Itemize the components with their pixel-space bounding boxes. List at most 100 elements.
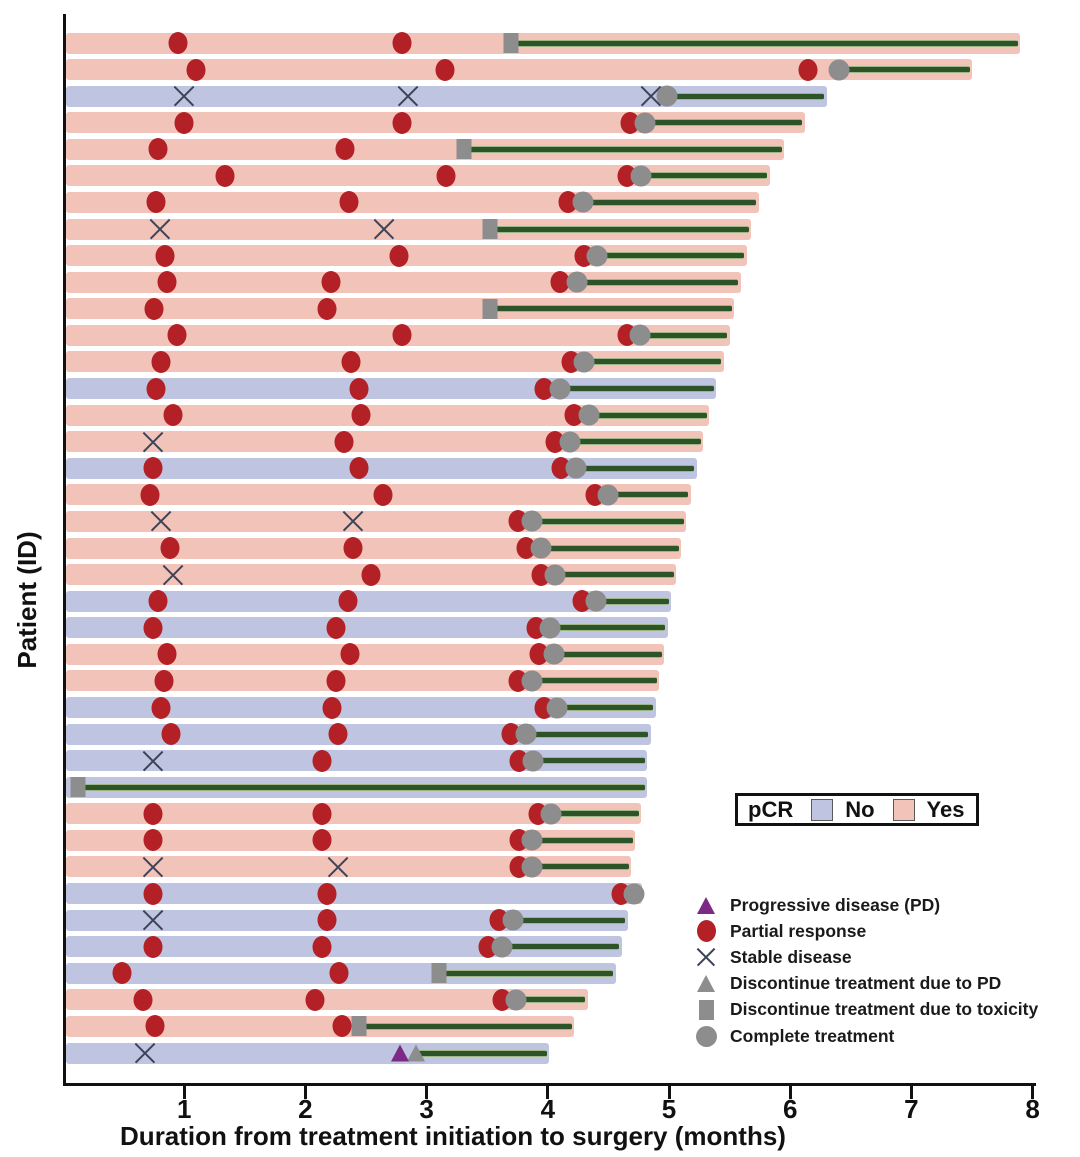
marker-comp-icon [572, 191, 594, 213]
marker-pr-icon [349, 377, 369, 400]
marker-comp-icon [505, 989, 527, 1011]
marker-pr-icon [157, 643, 177, 666]
patient-bar [66, 590, 672, 612]
patient-bar [66, 829, 636, 851]
treatment-line [608, 491, 689, 499]
marker-pr-icon [148, 138, 168, 161]
marker-sd-icon [133, 1041, 157, 1065]
marker-pr-icon [151, 350, 171, 373]
treatment-line [575, 464, 695, 472]
marker-dpd-icon [406, 1044, 425, 1062]
treatment-line [584, 358, 722, 366]
patient-bar [66, 617, 668, 639]
x-tick-label: 2 [298, 1094, 313, 1124]
x-tick-label: 4 [540, 1094, 556, 1124]
patient-bar [66, 909, 628, 931]
marker-pr-icon [351, 404, 371, 427]
square-gray-icon [692, 997, 720, 1023]
patient-bar [66, 1042, 549, 1064]
marker-pd-icon [390, 1044, 409, 1062]
marker-comp-icon [578, 404, 600, 426]
treatment-line [532, 517, 684, 525]
patient-bar [66, 404, 709, 426]
x-tick-label: 1 [176, 1094, 192, 1124]
pcr-no-label: No [845, 796, 875, 822]
marker-comp-icon [549, 378, 571, 400]
marker-legend-label: Complete treatment [730, 1025, 895, 1046]
marker-comp-icon [546, 697, 568, 718]
marker-comp-icon [656, 85, 678, 107]
treatment-line [489, 305, 732, 313]
treatment-line [641, 172, 768, 180]
marker-pr-icon [155, 244, 175, 267]
marker-comp-icon [828, 59, 850, 81]
marker-pr-icon [326, 616, 346, 639]
circle-red-icon [692, 918, 720, 944]
x-tick [909, 1086, 913, 1099]
marker-legend-item: Discontinue treatment due to toxicity [692, 997, 1038, 1023]
treatment-line [415, 1049, 547, 1057]
marker-legend-item: Discontinue treatment due to PD [692, 971, 1038, 997]
treatment-line [464, 145, 782, 153]
x-tick [546, 1086, 550, 1099]
marker-pr-icon [373, 483, 393, 506]
marker-comp-icon [630, 165, 652, 187]
marker-legend-label: Progressive disease (PD) [730, 894, 941, 915]
marker-pr-icon [338, 590, 358, 613]
marker-pr-icon [144, 297, 164, 320]
treatment-line [838, 66, 970, 74]
x-tick-label: 8 [1025, 1094, 1040, 1124]
marker-comp-icon [597, 484, 619, 506]
triangle-gray-icon [692, 971, 720, 997]
treatment-line [489, 225, 749, 233]
marker-pr-icon [322, 696, 342, 719]
marker-comp-icon [540, 803, 562, 825]
patient-bar [66, 112, 805, 134]
marker-pr-icon [145, 1015, 165, 1038]
marker-pr-icon [143, 935, 163, 958]
marker-pr-icon [392, 111, 412, 134]
marker-legend-label: Discontinue treatment due to toxicity [730, 999, 1039, 1020]
patient-bar [66, 298, 735, 320]
marker-pr-icon [143, 616, 163, 639]
marker-pr-icon [321, 271, 341, 294]
marker-pr-icon [332, 1015, 352, 1038]
marker-pr-icon [317, 882, 337, 905]
marker-pr-icon [392, 32, 412, 54]
marker-pr-icon [312, 935, 332, 958]
x-tick [667, 1086, 671, 1099]
pcr-yes-swatch-icon [892, 798, 915, 821]
marker-tox-icon [351, 1016, 367, 1037]
marker-sd-icon [148, 217, 172, 241]
marker-pr-icon [340, 643, 360, 666]
marker-comp-icon [530, 537, 552, 559]
marker-pr-icon [154, 669, 174, 692]
treatment-line [438, 969, 614, 977]
marker-pr-icon [312, 802, 332, 825]
marker-legend-item: Progressive disease (PD) [692, 892, 1038, 918]
treatment-line [511, 39, 1019, 47]
marker-pr-icon [157, 271, 177, 294]
marker-pr-icon [389, 244, 409, 267]
treatment-line [358, 1022, 573, 1030]
marker-comp-icon [559, 431, 581, 453]
marker-pr-icon [143, 829, 163, 852]
treatment-line [559, 385, 714, 393]
marker-comp-icon [573, 351, 595, 373]
marker-sd-icon [172, 84, 196, 108]
marker-sd-icon [141, 430, 165, 454]
marker-pr-icon [160, 537, 180, 560]
marker-sd-icon [141, 855, 165, 879]
marker-sd-icon [141, 749, 165, 773]
marker-comp-icon [586, 245, 608, 267]
marker-pr-icon [186, 58, 206, 81]
marker-pr-icon [167, 324, 187, 347]
marker-pr-icon [328, 723, 348, 746]
marker-pr-icon [798, 58, 818, 81]
marker-comp-icon [521, 856, 543, 878]
treatment-line [589, 411, 707, 419]
x-mark-icon [694, 945, 718, 969]
patient-bar [66, 85, 827, 107]
pcr-legend-item-yes: Yes [892, 797, 964, 823]
marker-comp-icon [565, 457, 587, 479]
